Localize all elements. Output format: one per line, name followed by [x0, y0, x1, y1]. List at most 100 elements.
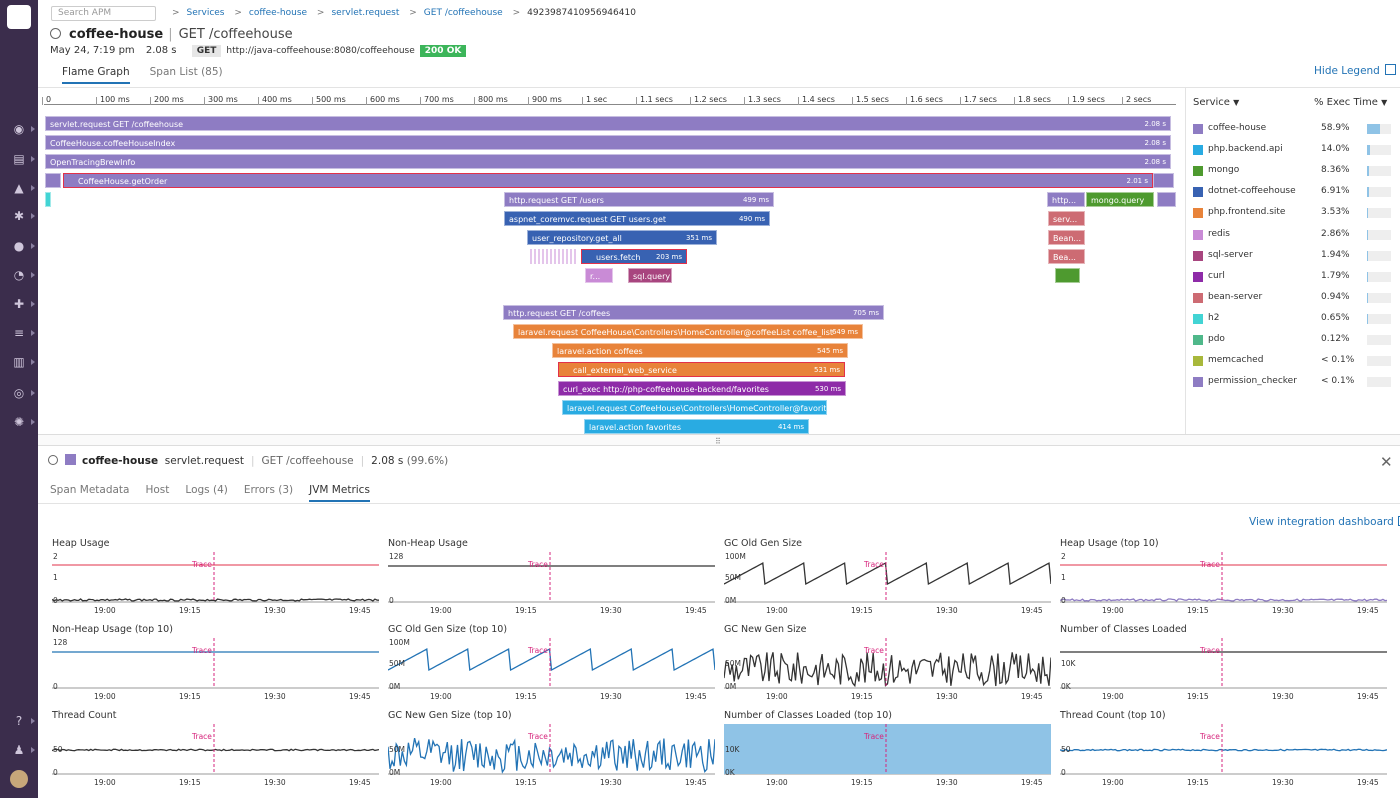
legend-row[interactable]: coffee-house 58.9% — [1193, 122, 1393, 138]
help-icon[interactable]: ? — [11, 714, 35, 728]
monitors-icon[interactable]: ● — [11, 239, 35, 253]
metric-chart[interactable]: Heap Usage (top 10) Trace 2 1 0 19:00 19:15 19:… — [1060, 538, 1390, 618]
metric-chart[interactable]: GC Old Gen Size Trace 100M 50M 0M 19:00 19:15 1… — [724, 538, 1054, 618]
flame-span[interactable]: laravel.action favorites 414 ms — [584, 419, 809, 434]
flame-span-stub[interactable] — [558, 249, 560, 264]
flame-span[interactable]: http.request GET /users 499 ms — [504, 192, 774, 207]
tab-logs[interactable]: Logs (4) — [185, 484, 228, 496]
metrics-icon[interactable]: ◔ — [11, 268, 35, 282]
tab-span-list[interactable]: Span List (85) — [149, 66, 223, 78]
flame-span-stub[interactable] — [45, 192, 51, 207]
metric-chart[interactable]: Non-Heap Usage (top 10) Trace 128 0 19:00 19:… — [52, 624, 382, 704]
close-icon[interactable]: ✕ — [1380, 453, 1393, 471]
synthetics-icon[interactable]: ◎ — [11, 386, 35, 400]
binoculars-icon[interactable]: ◉ — [11, 122, 35, 136]
metric-chart[interactable]: Thread Count (top 10) Trace 50 0 19:00 19:15 1… — [1060, 710, 1390, 790]
flame-span[interactable]: serv... — [1048, 211, 1085, 226]
flame-span-stub[interactable] — [570, 249, 572, 264]
flame-span-stub[interactable] — [530, 249, 532, 264]
legend-row[interactable]: dotnet-coffeehouse 6.91% — [1193, 185, 1393, 201]
flame-span[interactable]: OpenTracingBrewInfo 2.08 s — [45, 154, 1171, 169]
legend-row[interactable]: permission_checker < 0.1% — [1193, 375, 1393, 391]
flame-span-stub[interactable] — [534, 249, 536, 264]
flame-span[interactable]: CoffeeHouse.coffeeHouseIndex 2.08 s — [45, 135, 1171, 150]
flame-span[interactable]: curl_exec http://php-coffeehouse-backend… — [558, 381, 846, 396]
flame-span-stub[interactable] — [538, 249, 540, 264]
flame-span[interactable]: http... — [1047, 192, 1085, 207]
breadcrumb-services[interactable]: Services — [186, 8, 225, 18]
team-icon[interactable]: ♟ — [11, 743, 35, 757]
flame-span-stub[interactable] — [550, 249, 552, 264]
legend-row[interactable]: sql-server 1.94% — [1193, 249, 1393, 265]
legend-row[interactable]: mongo 8.36% — [1193, 164, 1393, 180]
metric-chart[interactable]: Heap Usage Trace 2 1 0 19:00 19:15 19:30 19:45 — [52, 538, 382, 618]
breadcrumb-service[interactable]: coffee-house — [248, 8, 308, 18]
hide-legend-button[interactable]: Hide Legend — [1314, 64, 1396, 77]
tab-host[interactable]: Host — [145, 484, 170, 496]
metric-chart[interactable]: GC New Gen Size (top 10) Trace 50M 0M 19:00 1… — [388, 710, 718, 790]
flame-span[interactable]: laravel.request CoffeeHouse\Controllers\… — [513, 324, 863, 339]
flame-span-stub[interactable] — [574, 249, 576, 264]
flame-span-stub[interactable] — [542, 249, 544, 264]
legend-row[interactable]: php.backend.api 14.0% — [1193, 143, 1393, 159]
tab-flame-graph[interactable]: Flame Graph — [62, 66, 130, 84]
legend-row[interactable]: redis 2.86% — [1193, 228, 1393, 244]
dashboard-icon[interactable]: ▤ — [11, 152, 35, 166]
logs-icon[interactable]: ≡ — [11, 326, 35, 340]
metric-chart[interactable]: GC New Gen Size Trace 50M 0M 19:00 19:15 19:30… — [724, 624, 1054, 704]
infrastructure-icon[interactable]: ▲ — [11, 181, 35, 195]
flame-span-stub[interactable] — [566, 249, 568, 264]
apm-icon[interactable]: ✚ — [11, 297, 35, 311]
panel-resize-handle[interactable]: ⠿ — [38, 434, 1400, 446]
flame-span[interactable]: Bea... — [1048, 249, 1085, 264]
legend-col-service[interactable]: Service — [1193, 97, 1230, 108]
flame-span-stub[interactable] — [1157, 192, 1176, 207]
flame-span-stub[interactable] — [1153, 173, 1174, 188]
legend-row[interactable]: h2 0.65% — [1193, 312, 1393, 328]
legend-col-exec[interactable]: % Exec Time — [1314, 97, 1378, 108]
flame-span[interactable]: Bean... — [1048, 230, 1085, 245]
metric-chart[interactable]: Thread Count Trace 50 0 19:00 19:15 19:30 19:45 — [52, 710, 382, 790]
flame-span[interactable]: laravel.request CoffeeHouse\Controllers\… — [562, 400, 827, 415]
tab-span-metadata[interactable]: Span Metadata — [50, 484, 130, 496]
datadog-logo[interactable] — [7, 5, 31, 29]
flame-graph[interactable]: 0 100 ms 200 ms 300 ms 400 ms 500 ms 600 ms 700… — [38, 88, 1185, 434]
flame-span-stub[interactable] — [546, 249, 548, 264]
security-icon[interactable]: ✺ — [11, 415, 35, 429]
tab-jvm-metrics[interactable]: JVM Metrics — [309, 484, 370, 502]
legend-row[interactable]: php.frontend.site 3.53% — [1193, 206, 1393, 222]
legend-row[interactable]: curl 1.79% — [1193, 270, 1393, 286]
legend-row[interactable]: bean-server 0.94% — [1193, 291, 1393, 307]
flame-span[interactable]: user_repository.get_all 351 ms — [527, 230, 717, 245]
flame-span-stub[interactable] — [45, 173, 61, 188]
metric-chart[interactable]: GC Old Gen Size (top 10) Trace 100M 50M 0M 19… — [388, 624, 718, 704]
flame-span[interactable]: r... — [585, 268, 613, 283]
flame-span-label: http.request GET /coffees — [508, 309, 611, 318]
legend-row[interactable]: memcached < 0.1% — [1193, 354, 1393, 370]
flame-span[interactable]: http.request GET /coffees 705 ms — [503, 305, 884, 320]
metric-chart[interactable]: Number of Classes Loaded (top 10) Trace 10… — [724, 710, 1054, 790]
view-integration-dashboard-link[interactable]: View integration dashboard — [1249, 516, 1400, 528]
svg-text:2: 2 — [1061, 552, 1066, 561]
flame-span[interactable]: servlet.request GET /coffeehouse 2.08 s — [45, 116, 1171, 131]
flame-span[interactable]: mongo.query — [1086, 192, 1154, 207]
flame-span-stub[interactable] — [562, 249, 564, 264]
user-avatar[interactable] — [10, 770, 28, 788]
flame-span[interactable]: laravel.action coffees 545 ms — [552, 343, 848, 358]
breadcrumb-operation[interactable]: servlet.request — [331, 8, 400, 18]
breadcrumb-resource[interactable]: GET /coffeehouse — [423, 8, 503, 18]
legend-row[interactable]: pdo 0.12% — [1193, 333, 1393, 349]
flame-span[interactable]: aspnet_coremvc.request GET users.get 490 … — [504, 211, 770, 226]
flame-span[interactable]: sql.query — [628, 268, 672, 283]
flame-span[interactable]: CoffeeHouse.getOrder 2.01 s — [63, 173, 1153, 188]
flame-span-stub[interactable] — [1055, 268, 1080, 283]
metric-chart[interactable]: Non-Heap Usage Trace 128 0 19:00 19:15 19:30 19… — [388, 538, 718, 618]
notebooks-icon[interactable]: ▥ — [11, 355, 35, 369]
flame-span[interactable]: call_external_web_service 531 ms — [558, 362, 845, 377]
search-input[interactable]: Search APM — [51, 6, 156, 21]
tab-errors[interactable]: Errors (3) — [243, 484, 294, 496]
metric-chart[interactable]: Number of Classes Loaded Trace 10K 0K 19:00 1… — [1060, 624, 1390, 704]
integrations-icon[interactable]: ✱ — [11, 209, 35, 223]
flame-span-stub[interactable] — [554, 249, 556, 264]
flame-span[interactable]: users.fetch 203 ms — [581, 249, 687, 264]
